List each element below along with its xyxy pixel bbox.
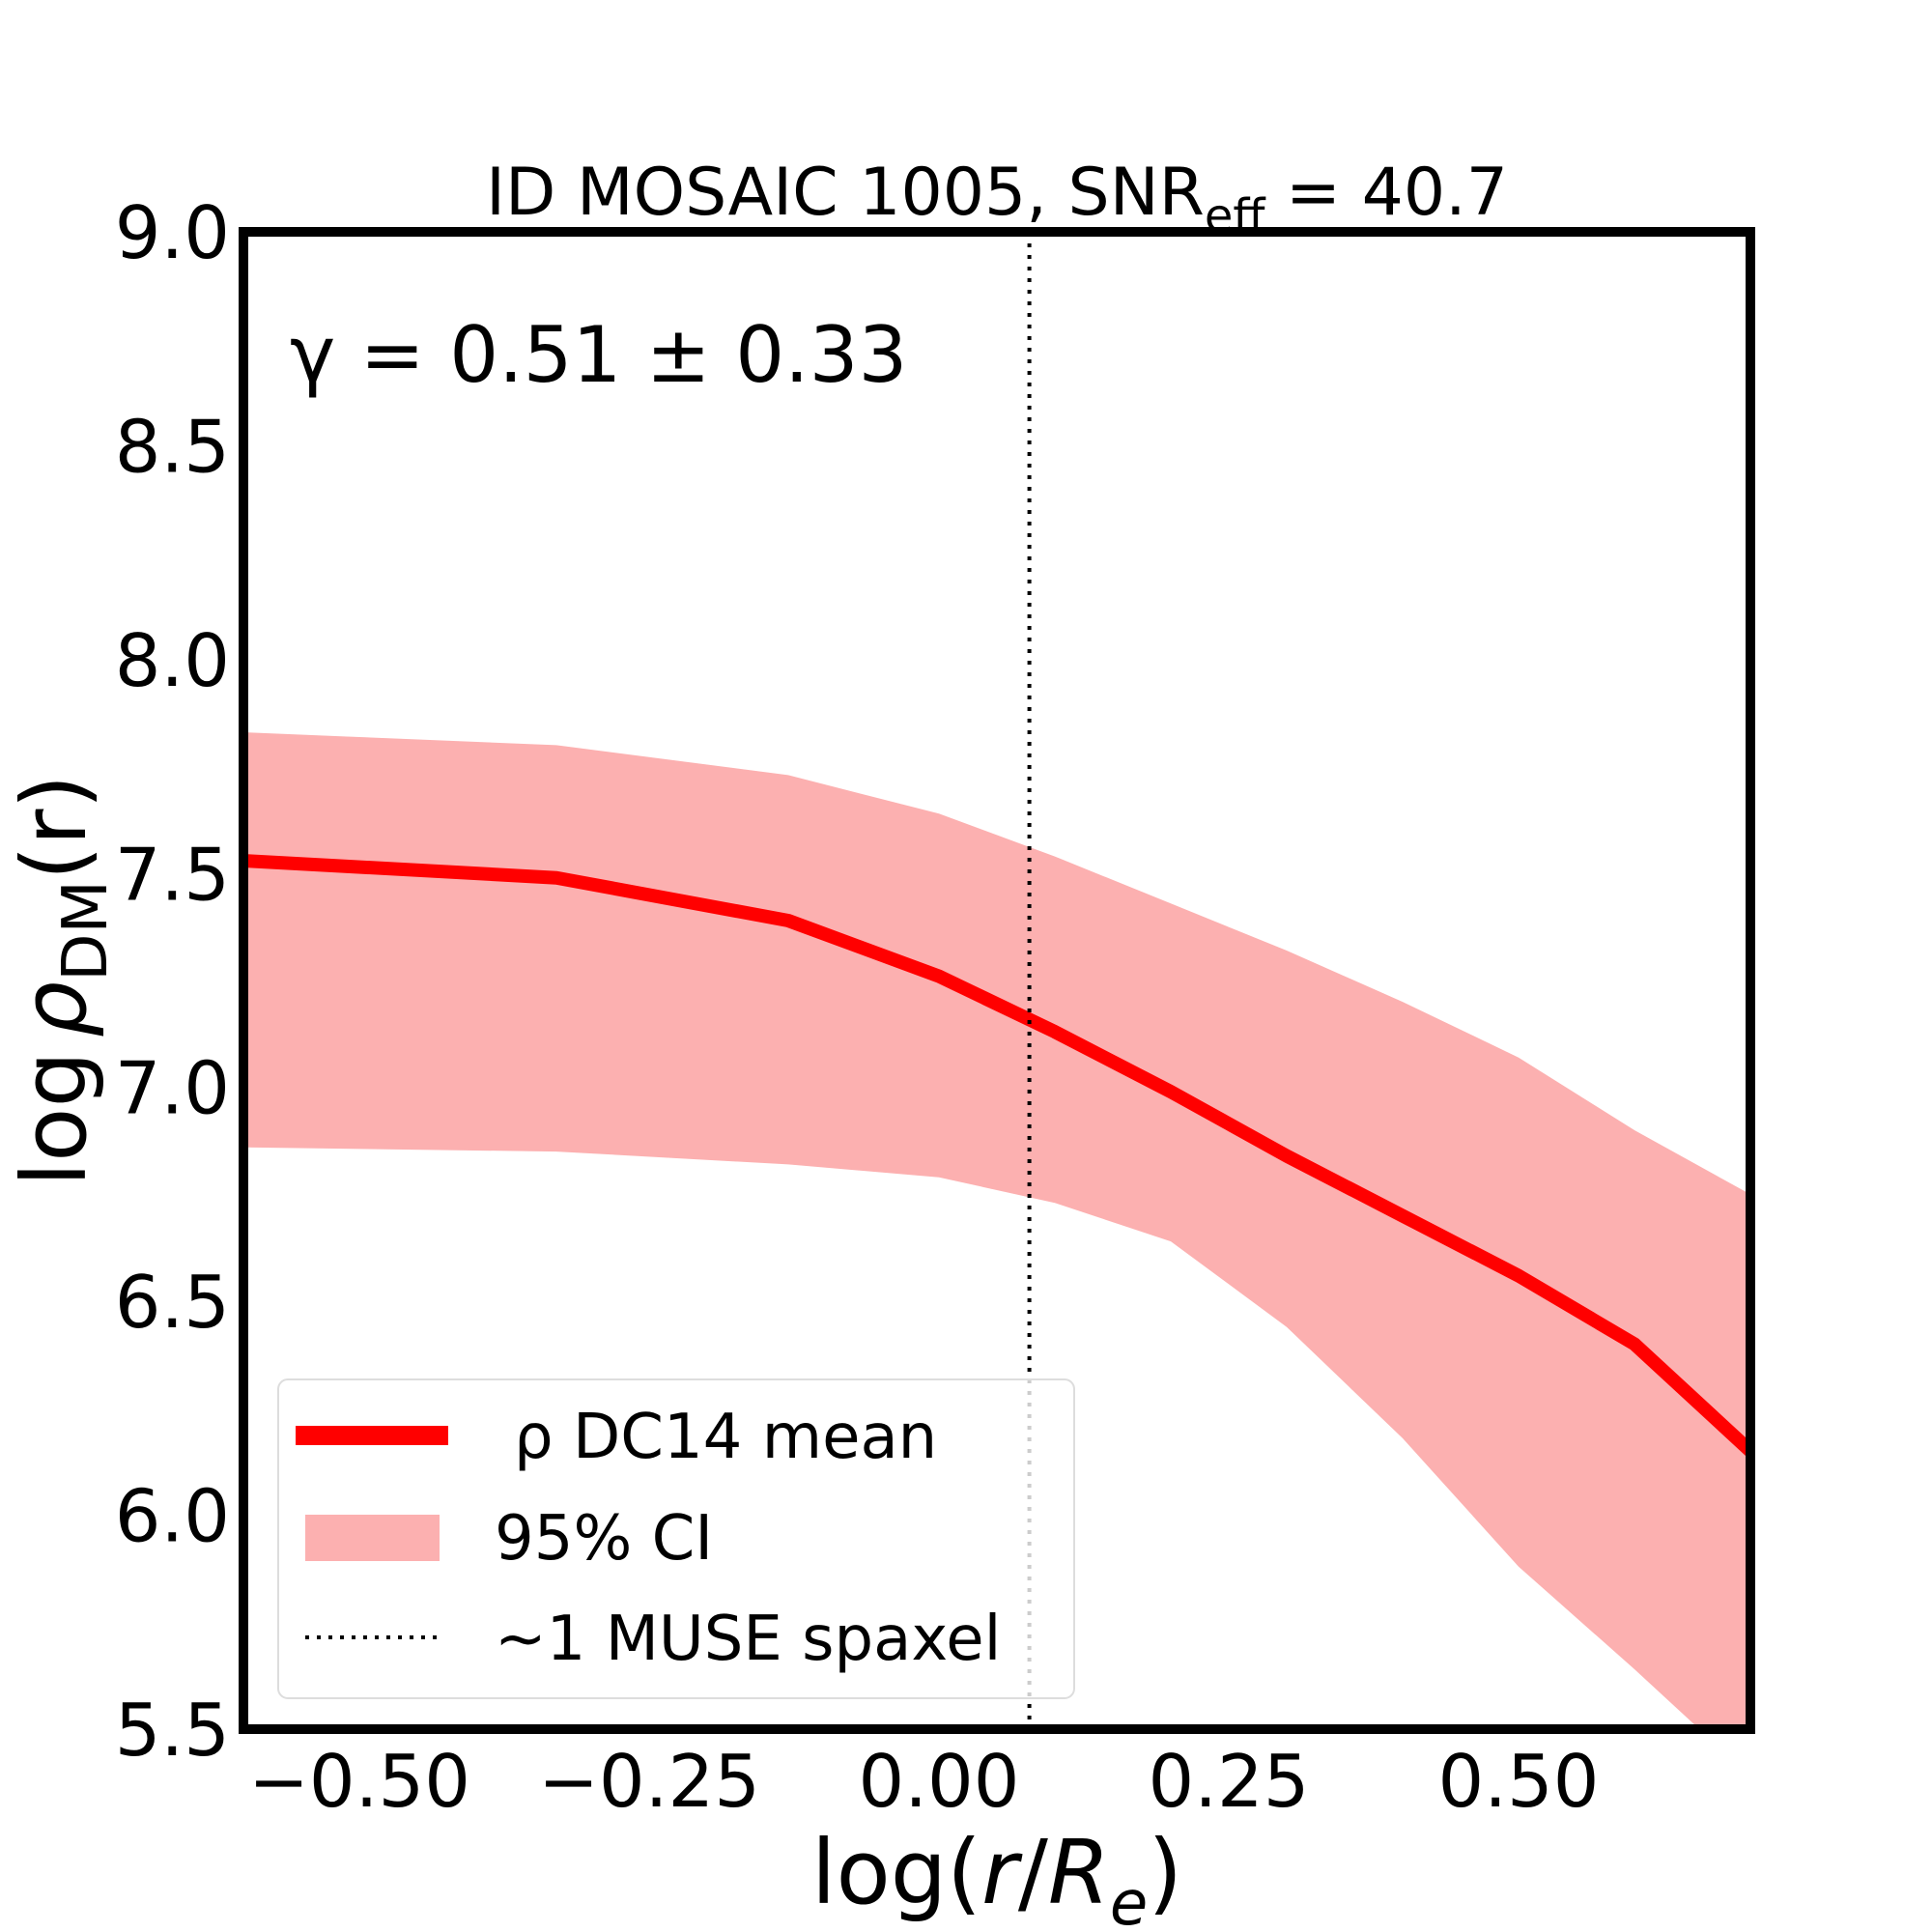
y-tick-label: 6.0	[115, 1474, 230, 1559]
y-tick-label: 8.0	[115, 618, 230, 703]
y-tick-label: 9.0	[115, 190, 230, 275]
legend-label-spaxel: ~1 MUSE spaxel	[495, 1604, 1001, 1675]
y-tick-label: 8.5	[115, 404, 230, 489]
chart-title: ID MOSAIC 1005, SNReff = 40.7	[486, 155, 1508, 243]
mean-line	[243, 854, 1750, 1457]
ci-band	[243, 732, 1750, 1729]
y-axis: 5.5 6.0 6.5 7.0 7.5 8.0 8.5 9.0	[115, 190, 230, 1773]
x-axis-label: log(r/Re)	[811, 1821, 1182, 1932]
y-tick-label: 5.5	[115, 1688, 230, 1773]
legend-box	[277, 1378, 1075, 1699]
y-axis-label: logρDM(r)	[3, 775, 122, 1187]
x-tick-label: 0.50	[1438, 1739, 1600, 1824]
x-tick-label: −0.25	[538, 1739, 760, 1824]
y-tick-label: 7.0	[115, 1046, 230, 1131]
y-tick-label: 6.5	[115, 1260, 230, 1345]
x-tick-label: −0.50	[248, 1739, 470, 1824]
x-tick-label: 0.00	[859, 1739, 1020, 1824]
axes-frame	[239, 227, 1755, 1734]
legend-patch-swatch	[305, 1515, 440, 1561]
gamma-annotation: γ = 0.51 ± 0.33	[290, 310, 907, 400]
y-tick-label: 7.5	[115, 832, 230, 917]
legend-label-ci: 95% CI	[495, 1503, 713, 1575]
plot-area	[243, 232, 1750, 1729]
x-tick-label: 0.25	[1149, 1739, 1310, 1824]
x-axis: −0.50 −0.25 0.00 0.25 0.50	[248, 1739, 1599, 1824]
legend: ρ DC14 mean 95% CI ~1 MUSE spaxel	[277, 1378, 1075, 1699]
legend-label-mean: ρ DC14 mean	[514, 1402, 937, 1473]
